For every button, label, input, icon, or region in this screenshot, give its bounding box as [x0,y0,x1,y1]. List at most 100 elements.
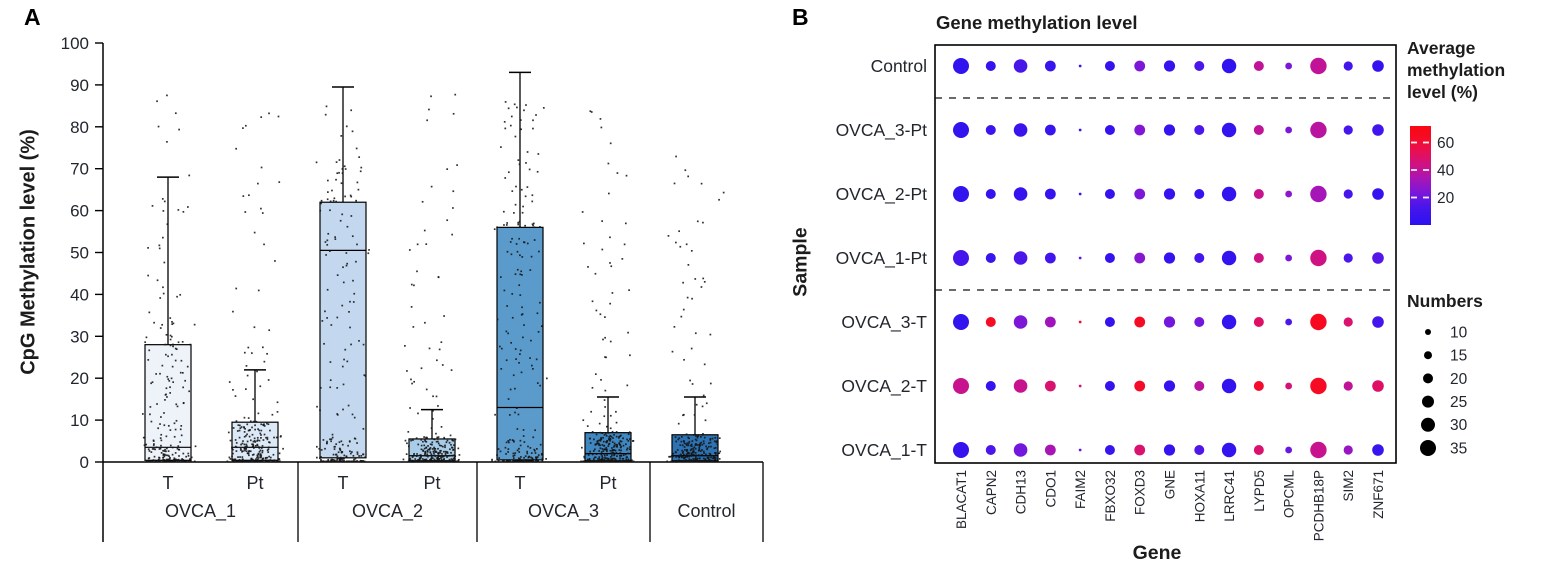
bubble-dot [1013,251,1028,265]
gene-label: CAPN2 [984,470,999,515]
bubble-dot [1253,189,1264,199]
y-tick-label: 30 [70,327,89,346]
sub-group-label: T [338,473,349,493]
bubble-dot [1104,381,1115,391]
bubble-plot-canvas: Control OVCA_3-Pt OVCA_2-Pt OVCA_1-Pt OVCA_3… [836,44,1468,542]
bubble-dot [1104,253,1115,263]
sample-label: OVCA_3-T [841,312,927,333]
bubble-dot [1310,313,1327,331]
box [496,226,544,461]
bubble-dot [1343,61,1353,71]
gene-label: FBXO32 [1103,470,1118,522]
bubble-dot [1013,123,1028,137]
bubble-dot [1078,64,1082,68]
y-tick-label: 10 [70,411,89,430]
bubble-dot [1253,125,1264,135]
bubble-dot [1285,446,1293,454]
sub-group-label: Pt [423,473,440,493]
bubble-dot [1285,382,1293,390]
bubble-dot [1221,122,1237,138]
size-legend-label: 30 [1450,417,1468,434]
size-legend-label: 10 [1450,324,1468,341]
bubble-dot [1078,384,1082,388]
size-legend-label: 20 [1450,371,1468,388]
bubble-dot [1221,442,1237,458]
y-tick-label: 0 [80,453,89,472]
bubble-dot [1310,249,1327,267]
gene-label: CDO1 [1043,470,1058,508]
bubble-dot [985,125,996,135]
bubble-dot [1163,252,1176,264]
bubble-dot [1310,185,1327,203]
sub-group-label: T [515,473,526,493]
bubble-dot [953,122,969,138]
size-legend-dot [1424,351,1432,360]
gene-label: BLACAT1 [954,470,969,529]
size-legend-dot [1425,329,1431,335]
group-label: OVCA_2 [352,501,423,522]
bubble-dot [1253,317,1264,327]
bubble-dot [985,381,996,391]
bubble-dot [1078,256,1082,260]
bubble-dot [1285,62,1293,70]
bubble-dot [1194,381,1205,391]
bubble-dot [1163,188,1176,200]
bubble-dot [1104,445,1115,455]
sample-label: OVCA_3-Pt [836,120,928,141]
group-label: Control [677,501,735,521]
bubble-dot [1104,189,1115,199]
bubble-dot [1285,126,1293,134]
bubble-dot [1372,124,1384,136]
bubble-dot [1194,317,1205,327]
bubble-dot [1078,192,1082,196]
size-legend-dot [1423,373,1433,384]
gene-label: LYPD5 [1252,470,1267,512]
bubble-dot [1163,124,1176,136]
bubble-dot [953,250,969,266]
gene-axis-labels: BLACAT1 CAPN2 CDH13 CDO1 FAIM2 FBXO32 FOXD3 GNE… [954,470,1386,542]
color-legend-tick-label: 40 [1437,162,1455,179]
bubble-dot [1285,190,1293,198]
boxplot-jitter-points [141,93,725,463]
color-legend-bar: 60 40 20 [1410,126,1455,225]
bubble-dot [1163,380,1176,392]
bubble-dot [1044,60,1056,72]
bubble-dot [1078,448,1082,452]
bubble-dot [953,378,969,394]
gene-label: LRRC41 [1222,470,1237,522]
size-legend-title: Numbers [1407,291,1483,311]
color-legend-title: Average methylation level (%) [1407,37,1505,103]
y-tick-label: 80 [70,118,89,137]
bubble-dot [1163,316,1176,328]
sample-label: OVCA_1-T [841,440,927,461]
sample-axis-labels: Control OVCA_3-Pt OVCA_2-Pt OVCA_1-Pt OVCA_3… [836,56,928,461]
bubble-dot [1078,320,1082,324]
boxplot-boxes [144,71,719,462]
bubble-dot [1310,441,1327,459]
bubble-dot [1134,316,1146,328]
bubble-plot-y-axis-title: Sample [789,227,812,297]
bubble-dot [953,58,969,74]
bubble-plot-frame [934,44,1397,464]
gene-label: GNE [1163,470,1178,499]
bubble-dot [1194,253,1205,263]
bubble-dot [1163,60,1176,72]
panel-b-tag: B [792,4,809,30]
bubble-dot [953,314,969,330]
color-legend-title-line: level (%) [1407,82,1478,102]
bubble-dot [1104,317,1115,327]
bubble-dot [1194,445,1205,455]
sub-group-label: Pt [599,473,616,493]
bubble-dot [1044,188,1056,200]
bubble-dot [1134,444,1146,456]
group-label: OVCA_3 [528,501,599,522]
boxplot-y-axis: 0 10 20 30 40 50 60 70 80 90 100 [61,34,103,472]
size-legend-dot [1421,417,1435,432]
bubble-dot [1372,252,1384,264]
bubble-grid [953,57,1384,459]
bubble-dot [985,253,996,263]
bubble-plot-title: Gene methylation level [936,12,1138,33]
gene-label: FAIM2 [1073,470,1088,509]
